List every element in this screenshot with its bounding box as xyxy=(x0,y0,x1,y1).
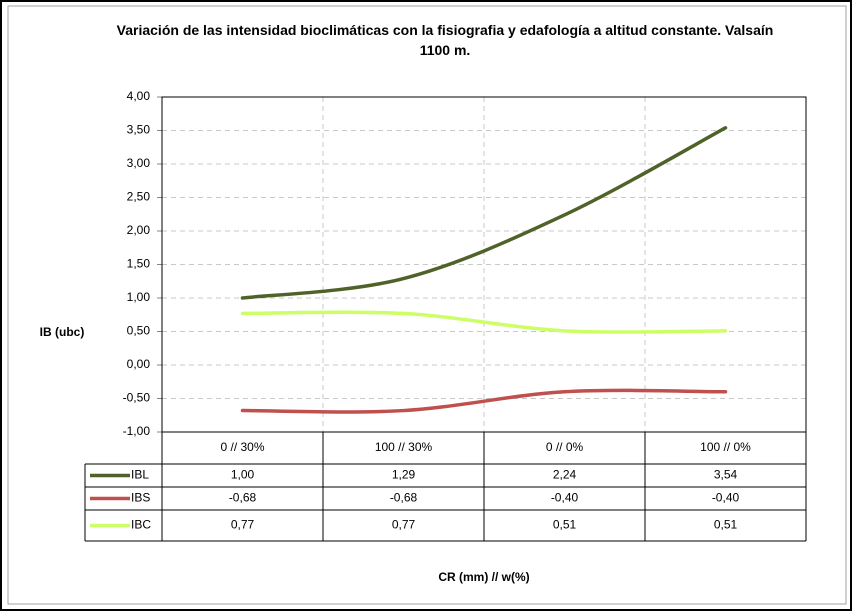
title-box: Variación de las intensidad bioclimática… xyxy=(116,22,774,58)
x-tick-label: 0 // 0% xyxy=(546,440,584,454)
table-value: 0,77 xyxy=(392,518,416,532)
y-tick-label: 2,00 xyxy=(127,223,151,237)
y-tick-label: 2,50 xyxy=(127,190,151,204)
x-tick-label: 100 // 30% xyxy=(375,440,433,454)
table-value: -0,68 xyxy=(229,491,257,505)
legend-label: IBC xyxy=(131,518,151,532)
table-value: -0,68 xyxy=(390,491,418,505)
y-tick-label: 1,50 xyxy=(127,257,151,271)
table-value: 0,51 xyxy=(553,518,577,532)
y-tick-label: -1,00 xyxy=(123,424,151,438)
table-value: 0,51 xyxy=(714,518,738,532)
chart-title: Variación de las intensidad bioclimática… xyxy=(116,22,774,58)
y-tick-label: 3,00 xyxy=(127,156,151,170)
x-axis-label: CR (mm) // w(%) xyxy=(438,570,529,584)
y-tick-label: 0,50 xyxy=(127,324,151,338)
legend-label: IBS xyxy=(131,491,150,505)
table-value: 1,00 xyxy=(231,468,255,482)
table-value: 2,24 xyxy=(553,468,577,482)
table-value: -0,40 xyxy=(551,491,579,505)
series-line xyxy=(240,126,728,300)
y-tick-label: 1,00 xyxy=(127,290,151,304)
table-value: 1,29 xyxy=(392,468,416,482)
table-value: 3,54 xyxy=(714,468,738,482)
series-line xyxy=(240,388,728,414)
chart-area xyxy=(7,5,847,605)
x-tick-label: 0 // 30% xyxy=(220,440,264,454)
x-tick-label: 100 // 0% xyxy=(700,440,751,454)
y-tick-label: 0,00 xyxy=(127,357,151,371)
table-value: 0,77 xyxy=(231,518,255,532)
legend-label: IBL xyxy=(131,468,149,482)
y-axis-label: IB (ubc) xyxy=(40,325,85,339)
series-line xyxy=(240,310,728,334)
y-tick-label: 3,50 xyxy=(127,123,151,137)
y-tick-label: -0,50 xyxy=(123,391,151,405)
y-tick-label: 4,00 xyxy=(127,89,151,103)
table-value: -0,40 xyxy=(712,491,740,505)
